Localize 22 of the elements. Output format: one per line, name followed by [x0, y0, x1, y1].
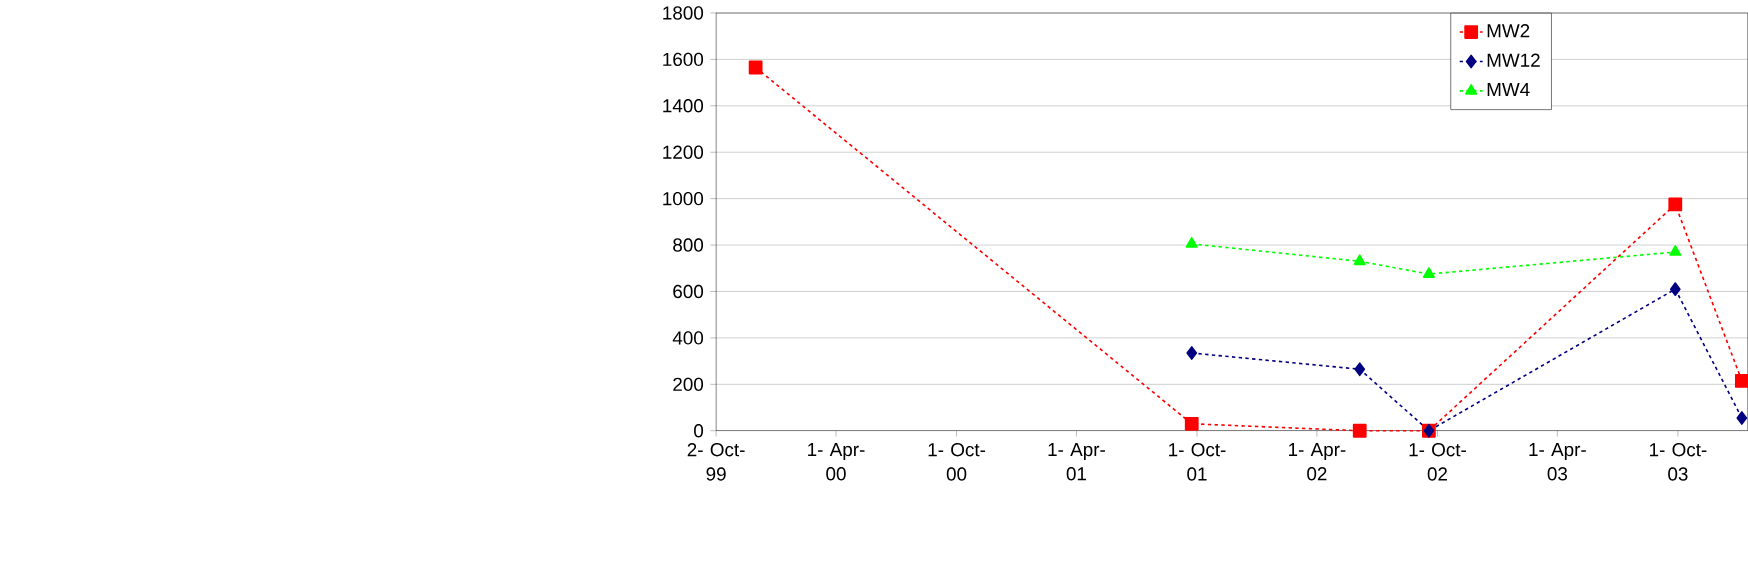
legend-label: MW2	[1487, 24, 1530, 38]
x-tick-label: 1- Oct- 00	[928, 443, 986, 481]
x-tick-label: 1- Oct- 03	[1650, 443, 1707, 481]
y-tick-label: 600	[673, 284, 704, 299]
y-tick-label: 1400	[663, 99, 704, 113]
x-tick-label: 1- Oct- 02	[1409, 443, 1466, 481]
y-tick-label: 400	[672, 331, 704, 345]
legend-label: MW4	[1487, 83, 1530, 97]
x-tick-label: 1- Apr- 00	[808, 443, 865, 481]
y-tick-label: 200	[673, 377, 704, 392]
y-tick-label: 1800	[663, 6, 704, 20]
x-tick-label: 1- Apr- 02	[1289, 443, 1346, 481]
y-tick-label: 800	[673, 238, 704, 252]
y-tick-label: 1200	[663, 145, 704, 159]
x-tick-label: 1- Apr- 03	[1529, 443, 1586, 481]
y-tick-label: 1600	[663, 52, 704, 67]
x-tick-label: 1- Apr- 01	[1048, 443, 1105, 481]
y-tick-label: 1000	[663, 191, 704, 206]
x-tick-label: 2- Oct- 99	[687, 443, 745, 481]
legend-label: MW12	[1487, 53, 1540, 67]
x-tick-label: 1- Oct- 01	[1169, 443, 1226, 481]
y-tick-label: 0	[694, 424, 704, 438]
